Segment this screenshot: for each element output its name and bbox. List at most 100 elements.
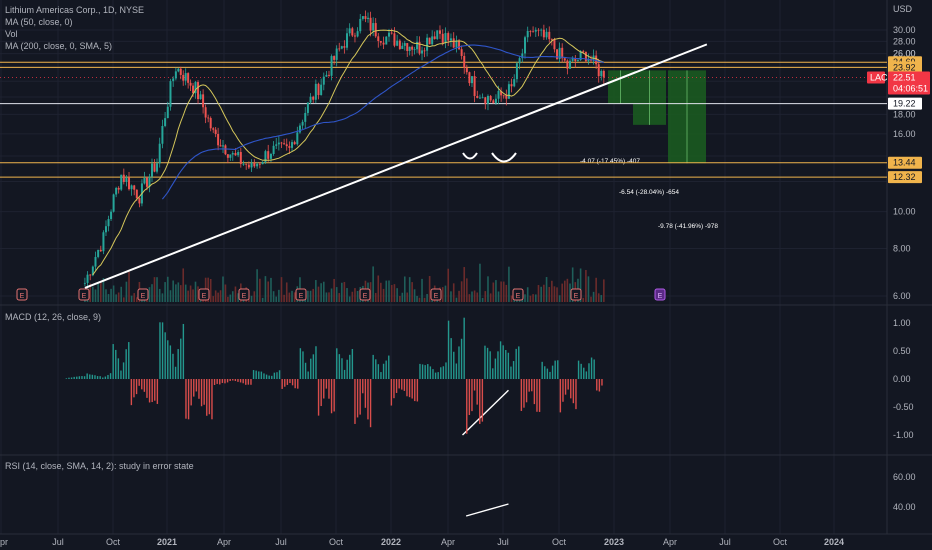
candle-body[interactable] — [283, 143, 286, 145]
bottom-arc-right[interactable] — [491, 152, 517, 163]
candle-body[interactable] — [145, 177, 148, 187]
candle-body[interactable] — [548, 31, 551, 40]
chart-title[interactable]: Lithium Americas Corp., 1D, NYSE — [5, 5, 145, 15]
candle-body[interactable] — [458, 40, 461, 50]
candle-body[interactable] — [99, 249, 102, 252]
earnings-marker[interactable]: E — [512, 288, 524, 301]
candle-body[interactable] — [542, 29, 545, 38]
candle-body[interactable] — [272, 145, 275, 155]
candle-body[interactable] — [314, 83, 317, 100]
candle-body[interactable] — [217, 133, 220, 146]
candle-body[interactable] — [317, 83, 320, 96]
candle-body[interactable] — [110, 211, 113, 220]
candle-body[interactable] — [187, 73, 190, 83]
candle-body[interactable] — [372, 23, 375, 31]
candle-body[interactable] — [449, 38, 452, 41]
candle-body[interactable] — [267, 151, 270, 159]
support-trendline[interactable] — [84, 43, 708, 289]
candle-body[interactable] — [571, 58, 574, 61]
candle-body[interactable] — [107, 219, 110, 227]
candle-body[interactable] — [433, 36, 436, 39]
candle-body[interactable] — [174, 71, 177, 79]
candle-body[interactable] — [489, 95, 492, 101]
candle-body[interactable] — [507, 84, 510, 99]
candle-body[interactable] — [558, 47, 561, 60]
candle-body[interactable] — [301, 121, 304, 126]
candle-body[interactable] — [351, 28, 354, 36]
candle-body[interactable] — [214, 129, 217, 134]
candle-body[interactable] — [476, 95, 479, 98]
candle-body[interactable] — [250, 162, 253, 168]
candle-body[interactable] — [545, 31, 548, 38]
candle-body[interactable] — [125, 177, 128, 182]
candle-body[interactable] — [117, 187, 120, 190]
candle-body[interactable] — [447, 33, 450, 41]
candle-body[interactable] — [338, 48, 341, 50]
candle-body[interactable] — [553, 39, 556, 50]
candle-body[interactable] — [86, 274, 89, 283]
candle-body[interactable] — [574, 58, 577, 62]
earnings-marker[interactable]: E — [654, 288, 666, 301]
candle-body[interactable] — [256, 163, 259, 167]
candle-body[interactable] — [94, 256, 97, 267]
candle-body[interactable] — [428, 37, 431, 45]
candle-body[interactable] — [556, 49, 559, 60]
candle-body[interactable] — [563, 58, 566, 61]
candle-body[interactable] — [212, 128, 215, 130]
candle-body[interactable] — [199, 94, 202, 100]
candle-body[interactable] — [234, 152, 237, 156]
candle-body[interactable] — [120, 174, 123, 190]
candle-body[interactable] — [320, 84, 323, 96]
candle-body[interactable] — [408, 46, 411, 51]
earnings-marker[interactable]: E — [430, 288, 442, 301]
earnings-marker[interactable]: E — [238, 288, 250, 301]
bottom-arc-left[interactable] — [462, 152, 478, 160]
candle-body[interactable] — [102, 232, 105, 252]
earnings-marker[interactable]: E — [359, 288, 371, 301]
candle-body[interactable] — [288, 146, 291, 148]
candle-body[interactable] — [379, 41, 382, 43]
earnings-marker[interactable]: E — [198, 288, 210, 301]
earnings-marker[interactable]: E — [295, 288, 307, 301]
candle-body[interactable] — [138, 198, 141, 204]
candle-body[interactable] — [333, 56, 336, 60]
candle-body[interactable] — [112, 194, 115, 212]
candle-body[interactable] — [444, 33, 447, 44]
candle-body[interactable] — [597, 64, 600, 77]
rsi-divergence-line[interactable] — [465, 503, 509, 517]
candle-body[interactable] — [361, 16, 364, 19]
candle-body[interactable] — [377, 36, 380, 42]
candle-body[interactable] — [325, 74, 328, 77]
candle-body[interactable] — [387, 32, 390, 37]
candle-body[interactable] — [486, 95, 489, 104]
candle-body[interactable] — [150, 163, 153, 177]
candle-body[interactable] — [182, 74, 185, 81]
candle-body[interactable] — [166, 106, 169, 119]
candle-body[interactable] — [421, 50, 424, 54]
candle-body[interactable] — [207, 117, 210, 119]
candle-body[interactable] — [226, 154, 229, 158]
candle-body[interactable] — [550, 39, 553, 40]
candle-body[interactable] — [177, 68, 180, 72]
candle-body[interactable] — [367, 17, 370, 19]
candle-body[interactable] — [494, 98, 497, 104]
candle-body[interactable] — [158, 143, 161, 164]
candle-body[interactable] — [521, 53, 524, 59]
candle-body[interactable] — [296, 132, 299, 145]
candle-body[interactable] — [359, 18, 362, 32]
candle-body[interactable] — [192, 85, 195, 94]
macd-divergence-line[interactable] — [462, 389, 509, 436]
candle-body[interactable] — [197, 82, 200, 100]
candle-body[interactable] — [277, 142, 280, 145]
candle-body[interactable] — [497, 91, 500, 99]
candle-body[interactable] — [104, 226, 107, 233]
candle-body[interactable] — [561, 47, 564, 59]
candle-body[interactable] — [513, 79, 516, 87]
candle-body[interactable] — [460, 49, 463, 56]
candle-body[interactable] — [529, 30, 532, 32]
candle-body[interactable] — [164, 118, 167, 126]
candle-body[interactable] — [261, 162, 264, 165]
candle-body[interactable] — [280, 142, 283, 144]
candle-body[interactable] — [128, 177, 131, 190]
candle-body[interactable] — [426, 37, 429, 51]
